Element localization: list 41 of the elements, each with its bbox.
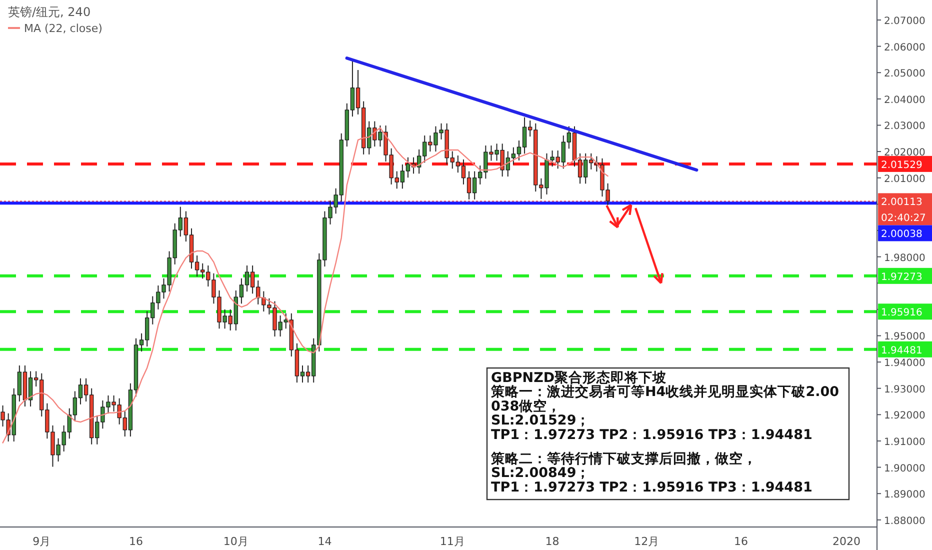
y-tick-label: 1.93000	[884, 384, 926, 396]
y-tick-label: 2.02000	[884, 148, 926, 159]
text: 02:40:27	[881, 213, 926, 224]
ref-line-label: 1.97273	[881, 272, 922, 283]
y-tick-label: 1.89000	[884, 490, 926, 501]
x-tick-label: 11月	[440, 535, 465, 548]
y-tick-label: 2.03000	[884, 121, 926, 132]
chart-title: 英镑/纽元, 240	[8, 5, 91, 19]
x-tick-label: 18	[545, 535, 560, 548]
legend-label: MA (22, close)	[24, 22, 102, 35]
y-tick-label: 1.98000	[884, 252, 926, 264]
ref-line-label: 2.00113	[881, 197, 922, 208]
y-tick-label: 1.90000	[884, 463, 926, 474]
y-tick-label: 2.04000	[884, 94, 926, 106]
y-tick-label: 2.01000	[884, 174, 926, 185]
x-tick-label: 16	[128, 535, 143, 548]
x-tick-label: 14	[318, 535, 332, 548]
y-tick-label: 1.92000	[884, 410, 926, 422]
x-tick-label: 10月	[223, 535, 248, 548]
annotation: TP1：1.97273 TP2：1.95916 TP3：1.94481	[491, 426, 812, 443]
annotation: TP1：1.97273 TP2：1.95916 TP3：1.94481	[491, 479, 812, 496]
annotation: SL:2.01529；	[491, 412, 590, 429]
ref-line-label: 2.00038	[881, 229, 922, 240]
y-tick-label: 2.05000	[884, 68, 926, 80]
y-tick-label: 1.91000	[884, 436, 926, 448]
annotation: GBPNZD聚合形态即将下坡	[491, 370, 668, 386]
y-tick-label: 1.88000	[884, 516, 926, 527]
annotation: SL:2.00849；	[491, 465, 590, 482]
y-tick-label: 1.95000	[884, 332, 926, 343]
x-tick-label: 9月	[32, 535, 51, 548]
annotation: 策略一：激进交易者可等H4收线并见明显实体下破2.00038做空，	[490, 383, 839, 414]
y-tick-label: 2.06000	[884, 42, 926, 54]
x-tick-label: 2020	[832, 535, 860, 548]
y-tick-label: 1.94000	[884, 358, 926, 370]
x-tick-label: 16	[734, 535, 748, 548]
ref-line-label: 1.95916	[881, 308, 922, 319]
y-tick-label: 2.07000	[884, 16, 926, 27]
x-tick-label: 12月	[634, 535, 660, 548]
ref-line-label: 2.01529	[881, 160, 922, 171]
annotation: 策略二：等待行情下破支撑后回撤，做空，	[490, 450, 757, 467]
ref-line-label: 1.94481	[881, 345, 922, 356]
